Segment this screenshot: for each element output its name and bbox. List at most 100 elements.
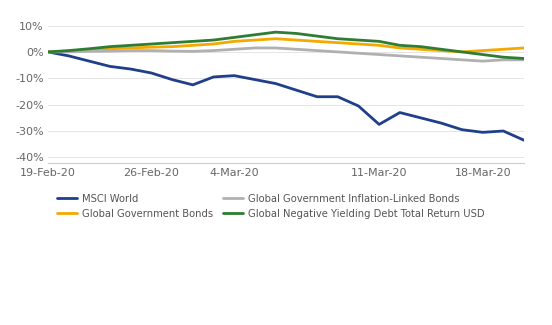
Global Government Bonds bbox=[396, 46, 403, 50]
Global Government Bonds bbox=[189, 43, 196, 47]
Global Negative Yielding Debt Total Return USD bbox=[521, 57, 527, 60]
Global Government Bonds bbox=[65, 49, 72, 53]
Global Negative Yielding Debt Total Return USD bbox=[210, 38, 217, 42]
Global Negative Yielding Debt Total Return USD bbox=[252, 33, 258, 37]
Global Government Inflation-Linked Bonds bbox=[355, 51, 362, 55]
MSCI World bbox=[86, 59, 93, 63]
Global Government Bonds bbox=[107, 47, 113, 51]
MSCI World bbox=[314, 95, 320, 99]
MSCI World bbox=[438, 121, 444, 125]
MSCI World bbox=[65, 54, 72, 58]
Global Government Bonds bbox=[479, 49, 486, 53]
Global Negative Yielding Debt Total Return USD bbox=[438, 47, 444, 51]
MSCI World bbox=[189, 83, 196, 87]
Global Negative Yielding Debt Total Return USD bbox=[107, 45, 113, 48]
Global Government Inflation-Linked Bonds bbox=[479, 59, 486, 63]
Global Government Bonds bbox=[45, 50, 51, 54]
Global Negative Yielding Debt Total Return USD bbox=[189, 39, 196, 43]
Global Government Inflation-Linked Bonds bbox=[396, 54, 403, 58]
Legend: MSCI World, Global Government Bonds, Global Government Inflation-Linked Bonds, G: MSCI World, Global Government Bonds, Glo… bbox=[53, 189, 489, 223]
Global Negative Yielding Debt Total Return USD bbox=[231, 35, 237, 39]
Global Government Bonds bbox=[459, 50, 465, 54]
Global Negative Yielding Debt Total Return USD bbox=[169, 41, 176, 45]
Global Government Inflation-Linked Bonds bbox=[293, 47, 300, 51]
MSCI World bbox=[148, 71, 155, 75]
Global Government Bonds bbox=[521, 46, 527, 50]
Global Government Bonds bbox=[500, 47, 507, 51]
Global Government Bonds bbox=[148, 45, 155, 49]
MSCI World bbox=[210, 75, 217, 79]
MSCI World bbox=[107, 64, 113, 68]
Global Government Bonds bbox=[272, 37, 279, 41]
Line: Global Government Inflation-Linked Bonds: Global Government Inflation-Linked Bonds bbox=[48, 48, 524, 61]
Global Negative Yielding Debt Total Return USD bbox=[335, 37, 341, 41]
Global Government Inflation-Linked Bonds bbox=[417, 55, 424, 59]
Global Government Inflation-Linked Bonds bbox=[335, 50, 341, 54]
Global Government Inflation-Linked Bonds bbox=[272, 46, 279, 50]
Global Government Bonds bbox=[376, 43, 383, 47]
Global Negative Yielding Debt Total Return USD bbox=[272, 30, 279, 34]
Global Negative Yielding Debt Total Return USD bbox=[479, 53, 486, 57]
MSCI World bbox=[272, 82, 279, 85]
Global Government Bonds bbox=[169, 45, 176, 48]
Global Government Bonds bbox=[314, 39, 320, 43]
MSCI World bbox=[45, 50, 51, 54]
Global Government Inflation-Linked Bonds bbox=[376, 53, 383, 57]
Line: MSCI World: MSCI World bbox=[48, 52, 524, 140]
MSCI World bbox=[417, 116, 424, 120]
Global Government Inflation-Linked Bonds bbox=[252, 46, 258, 50]
Global Negative Yielding Debt Total Return USD bbox=[293, 32, 300, 35]
MSCI World bbox=[459, 128, 465, 132]
MSCI World bbox=[128, 67, 134, 71]
Global Government Inflation-Linked Bonds bbox=[45, 50, 51, 54]
Global Negative Yielding Debt Total Return USD bbox=[148, 42, 155, 46]
MSCI World bbox=[231, 74, 237, 78]
Global Government Inflation-Linked Bonds bbox=[189, 49, 196, 53]
Global Negative Yielding Debt Total Return USD bbox=[355, 38, 362, 42]
Global Government Bonds bbox=[86, 48, 93, 52]
Global Government Inflation-Linked Bonds bbox=[314, 49, 320, 53]
Global Government Bonds bbox=[355, 42, 362, 46]
Global Negative Yielding Debt Total Return USD bbox=[376, 39, 383, 43]
Global Negative Yielding Debt Total Return USD bbox=[314, 34, 320, 38]
MSCI World bbox=[293, 88, 300, 92]
Global Negative Yielding Debt Total Return USD bbox=[45, 50, 51, 54]
Global Government Inflation-Linked Bonds bbox=[521, 58, 527, 62]
Global Negative Yielding Debt Total Return USD bbox=[86, 47, 93, 51]
Global Government Bonds bbox=[210, 42, 217, 46]
Line: Global Government Bonds: Global Government Bonds bbox=[48, 39, 524, 52]
Global Government Inflation-Linked Bonds bbox=[210, 49, 217, 53]
Global Government Bonds bbox=[335, 41, 341, 45]
Global Government Inflation-Linked Bonds bbox=[86, 49, 93, 53]
MSCI World bbox=[252, 78, 258, 82]
Global Government Bonds bbox=[293, 38, 300, 42]
Global Negative Yielding Debt Total Return USD bbox=[65, 49, 72, 53]
Global Government Bonds bbox=[417, 47, 424, 51]
MSCI World bbox=[355, 104, 362, 108]
MSCI World bbox=[479, 130, 486, 134]
Global Negative Yielding Debt Total Return USD bbox=[500, 55, 507, 59]
Global Government Bonds bbox=[252, 38, 258, 42]
Global Negative Yielding Debt Total Return USD bbox=[459, 50, 465, 54]
Global Government Bonds bbox=[438, 49, 444, 53]
Global Negative Yielding Debt Total Return USD bbox=[396, 43, 403, 47]
Global Government Inflation-Linked Bonds bbox=[231, 47, 237, 51]
Global Negative Yielding Debt Total Return USD bbox=[128, 43, 134, 47]
Global Government Inflation-Linked Bonds bbox=[128, 49, 134, 53]
Global Government Inflation-Linked Bonds bbox=[459, 58, 465, 62]
Global Government Inflation-Linked Bonds bbox=[500, 58, 507, 62]
MSCI World bbox=[376, 123, 383, 126]
MSCI World bbox=[396, 111, 403, 114]
MSCI World bbox=[169, 78, 176, 82]
Global Government Inflation-Linked Bonds bbox=[169, 49, 176, 53]
MSCI World bbox=[521, 138, 527, 142]
Global Government Inflation-Linked Bonds bbox=[107, 49, 113, 53]
Global Government Bonds bbox=[128, 46, 134, 50]
Line: Global Negative Yielding Debt Total Return USD: Global Negative Yielding Debt Total Retu… bbox=[48, 32, 524, 58]
Global Government Inflation-Linked Bonds bbox=[438, 57, 444, 60]
MSCI World bbox=[500, 129, 507, 133]
Global Government Inflation-Linked Bonds bbox=[148, 49, 155, 53]
Global Negative Yielding Debt Total Return USD bbox=[417, 45, 424, 48]
MSCI World bbox=[335, 95, 341, 99]
Global Government Inflation-Linked Bonds bbox=[65, 50, 72, 54]
